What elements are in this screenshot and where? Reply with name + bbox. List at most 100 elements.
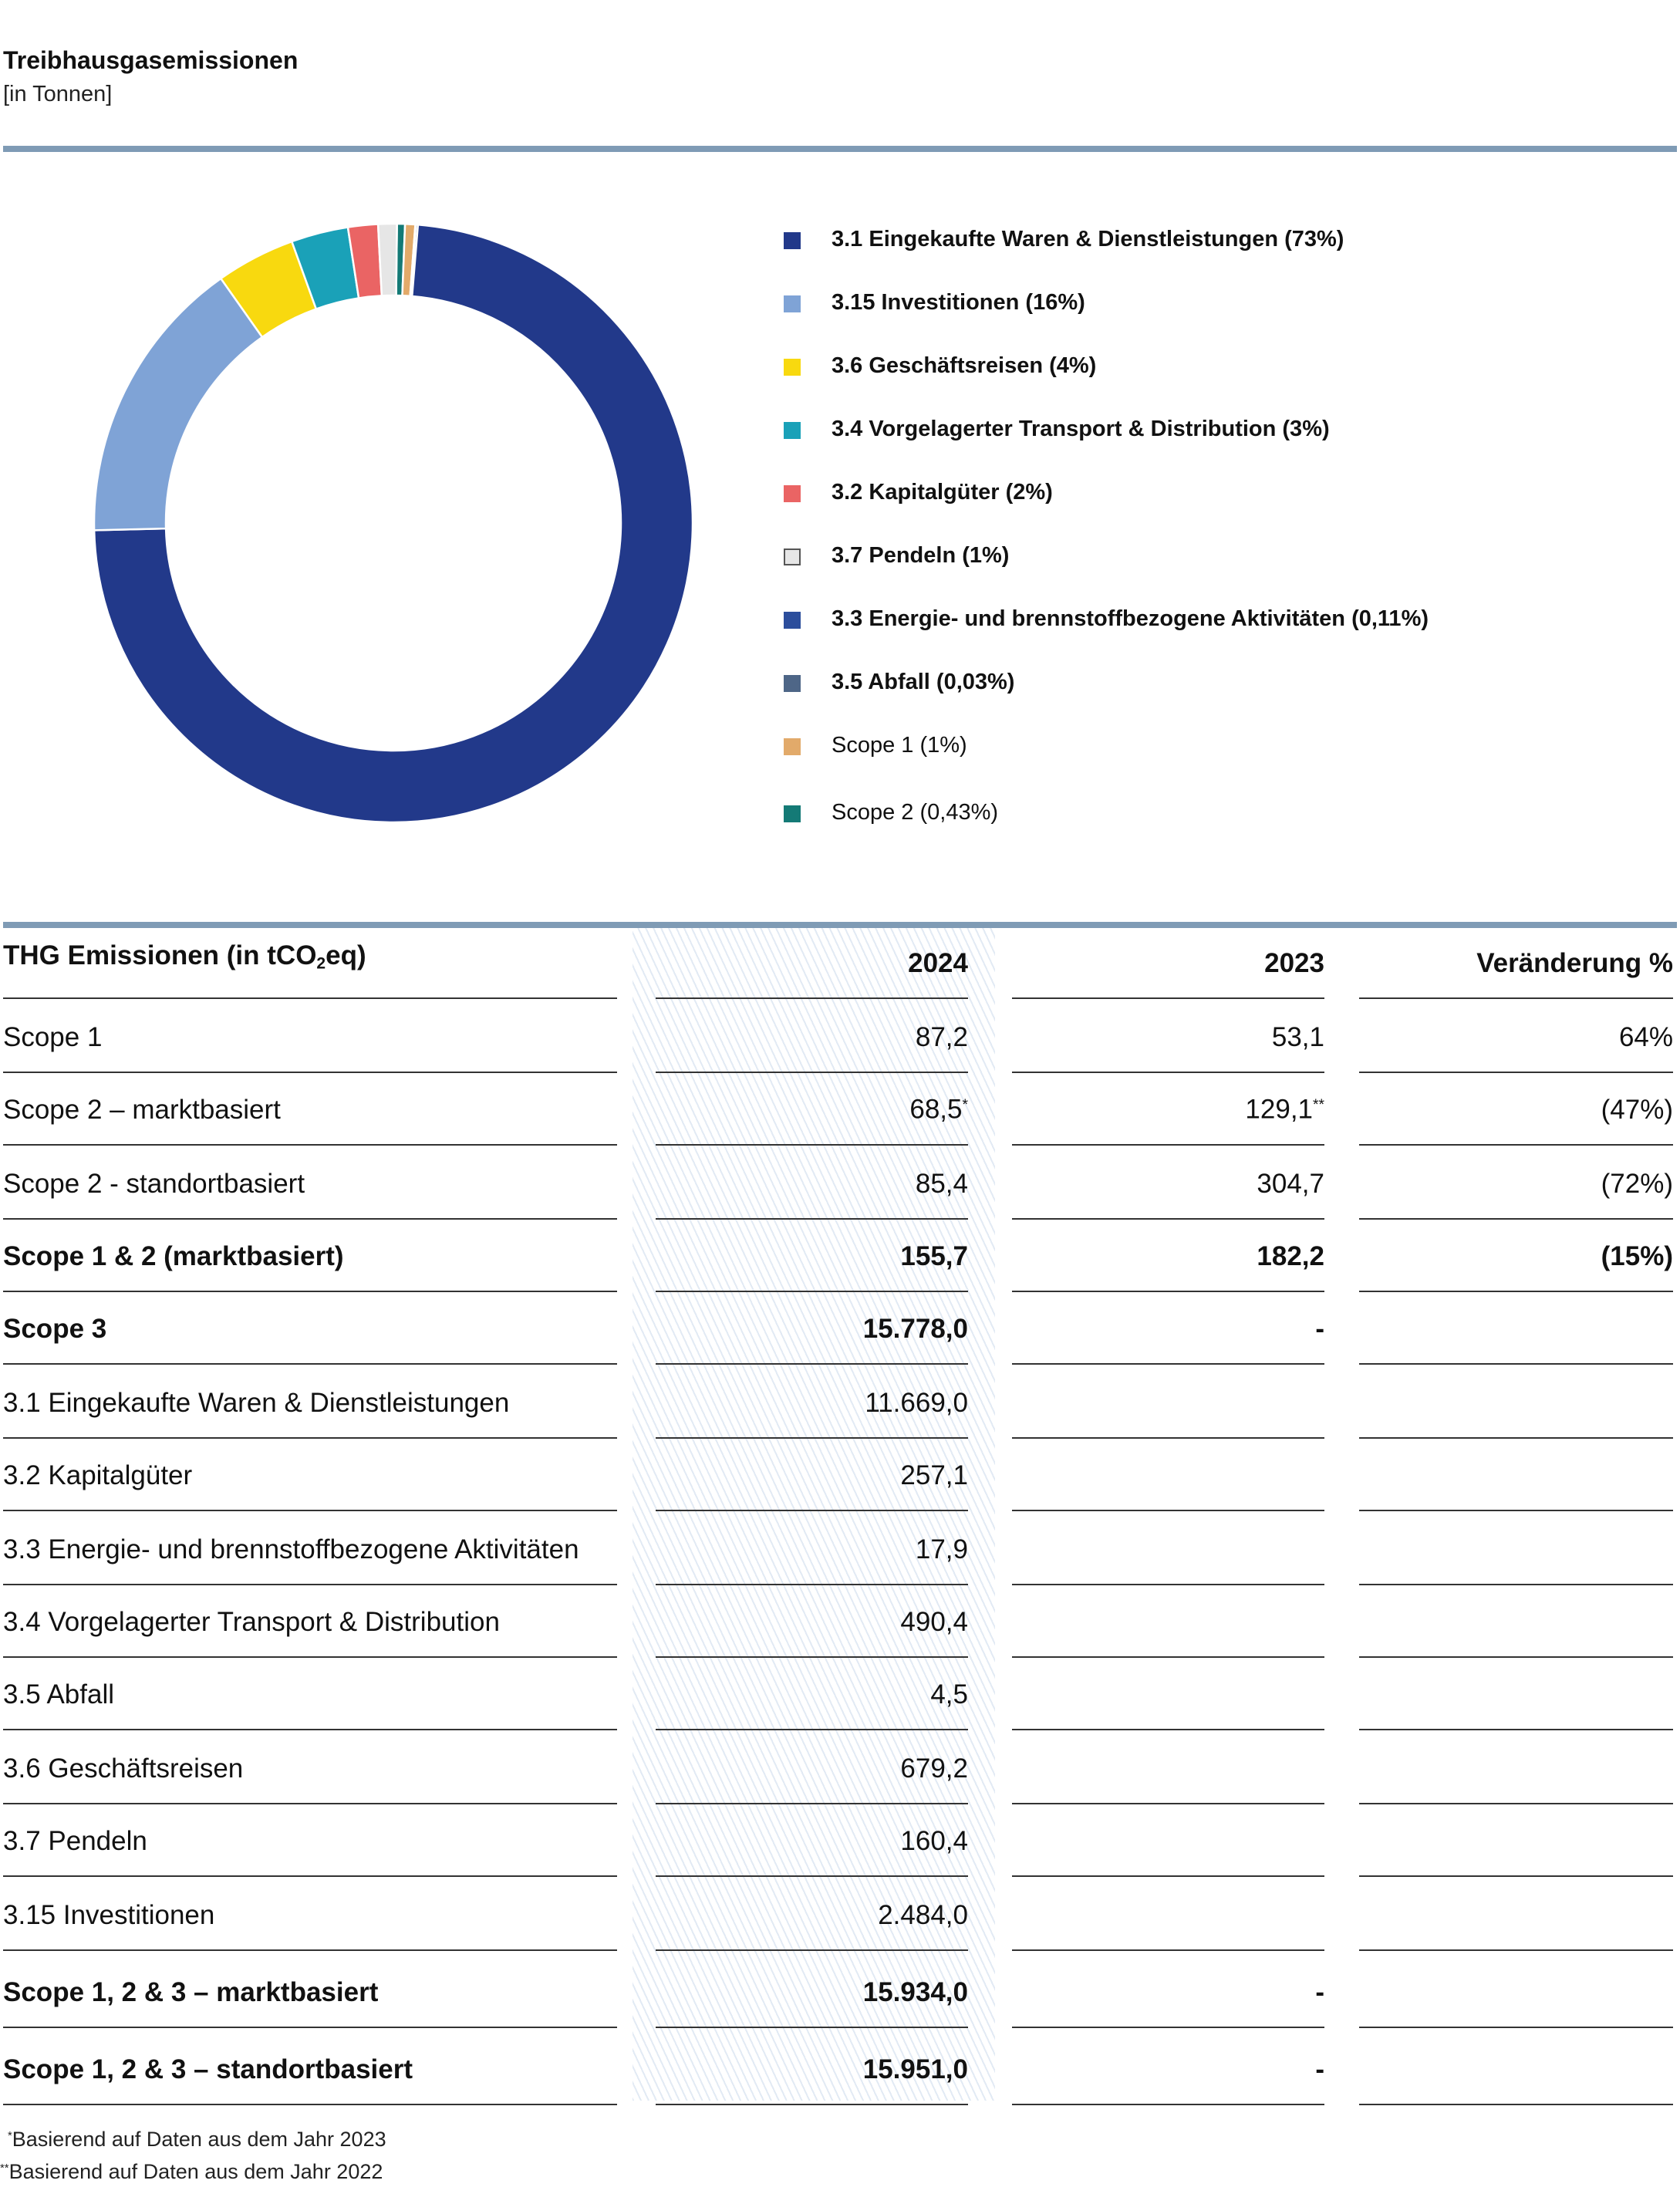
row-rule	[1012, 1437, 1324, 1439]
value-2024-text: 15.951,0	[862, 2054, 968, 2084]
value-2023-text: -	[1315, 1977, 1324, 2007]
value-2024-text: 85,4	[915, 1169, 968, 1199]
table-row: Scope 1 87,2 53,1 64%	[0, 999, 1680, 1073]
row-rule	[3, 1949, 617, 1951]
row-rule	[3, 1510, 617, 1511]
row-rule	[656, 997, 968, 999]
row-rule	[1012, 2104, 1324, 2105]
row-rule	[656, 1144, 968, 1146]
row-rule	[1012, 1803, 1324, 1804]
table-row: Scope 1 & 2 (marktbasiert) 155,7 182,2 (15%…	[0, 1220, 1680, 1292]
value-2024-text: 68,5*	[909, 1095, 968, 1125]
table-row: Scope 2 - standortbasiert 85,4 304,7 (72%)	[0, 1146, 1680, 1220]
value-2024-text: 257,1	[900, 1460, 968, 1490]
value-2023-text: 304,7	[1257, 1169, 1324, 1199]
row-label-text: Scope 3	[3, 1314, 107, 1344]
row-rule	[3, 2027, 617, 2028]
row-label-text: Scope 1	[3, 1022, 103, 1052]
legend-label: 3.3 Energie- und brennstoffbezogene Akti…	[832, 606, 1429, 631]
table-row: 3.5 Abfall 4,5	[0, 1658, 1680, 1730]
row-rule	[1359, 1729, 1673, 1730]
donut-slice-2	[93, 277, 264, 532]
row-label-text: 3.5 Abfall	[3, 1679, 114, 1710]
row-label-text: 3.7 Pendeln	[3, 1826, 147, 1856]
row-rule	[1012, 1875, 1324, 1877]
header-2024-text: 2024	[908, 948, 968, 978]
footnote-marker: **	[0, 2162, 9, 2175]
row-label-text: 3.4 Vorgelagerter Transport & Distributi…	[3, 1607, 500, 1637]
chart-title: Treibhausgasemissionen	[3, 46, 299, 74]
header-change-text: Veränderung %	[1476, 948, 1673, 978]
row-rule	[656, 1291, 968, 1292]
row-rule	[656, 1510, 968, 1511]
table-row: 3.7 Pendeln 160,4	[0, 1804, 1680, 1877]
row-rule	[656, 1949, 968, 1951]
column-2024-highlight	[633, 928, 995, 2101]
donut-slice-1	[93, 223, 694, 824]
row-rule	[1012, 1291, 1324, 1292]
value-2024-text: 160,4	[900, 1826, 968, 1856]
table-divider	[3, 922, 1677, 928]
table-row: Scope 1, 2 & 3 – standortbasiert 15.951,0…	[0, 2028, 1680, 2105]
row-rule	[656, 1803, 968, 1804]
row-label-text: 3.15 Investitionen	[3, 1900, 215, 1930]
legend-swatch	[784, 738, 801, 755]
value-2023-text: 53,1	[1271, 1022, 1324, 1052]
row-label-text: 3.3 Energie- und brennstoffbezogene Akti…	[3, 1534, 579, 1564]
row-label-text: 3.2 Kapitalgüter	[3, 1460, 193, 1490]
legend-label: Scope 2 (0,43%)	[832, 800, 999, 825]
row-label-text: 3.6 Geschäftsreisen	[3, 1753, 244, 1784]
legend-swatch	[784, 295, 801, 312]
value-2024-text: 679,2	[900, 1753, 968, 1784]
table-row: Scope 2 – marktbasiert 68,5* 129,1** (47%)	[0, 1073, 1680, 1146]
row-rule	[1359, 2104, 1673, 2105]
value-2024-text: 17,9	[915, 1534, 968, 1564]
table-row: Scope 1, 2 & 3 – marktbasiert 15.934,0 -	[0, 1951, 1680, 2028]
row-rule	[1359, 1584, 1673, 1585]
row-rule	[1359, 1510, 1673, 1511]
legend-label: 3.15 Investitionen (16%)	[832, 290, 1085, 315]
row-rule	[3, 997, 617, 999]
footnotes: *Basierend auf Daten aus dem Jahr 2023 **…	[0, 2121, 386, 2186]
legend-swatch	[784, 548, 801, 565]
row-rule	[3, 1729, 617, 1730]
row-rule	[1359, 1072, 1673, 1073]
value-2023-text: 129,1**	[1245, 1095, 1324, 1125]
table-row: 3.1 Eingekaufte Waren & Dienstleistungen…	[0, 1365, 1680, 1439]
value-change-text: (15%)	[1601, 1241, 1673, 1271]
legend-swatch	[784, 675, 801, 692]
table-row: Scope 3 15.778,0 -	[0, 1292, 1680, 1365]
row-rule	[1012, 1584, 1324, 1585]
table-row: 3.2 Kapitalgüter 257,1	[0, 1439, 1680, 1511]
legend-label: 3.4 Vorgelagerter Transport & Distributi…	[832, 417, 1330, 441]
table-row: 3.15 Investitionen 2.484,0	[0, 1877, 1680, 1951]
legend-label: 3.1 Eingekaufte Waren & Dienstleistungen…	[832, 227, 1344, 251]
row-rule	[656, 1584, 968, 1585]
row-rule	[1012, 1218, 1324, 1220]
row-rule	[656, 1656, 968, 1658]
table-row: 3.6 Geschäftsreisen 679,2	[0, 1730, 1680, 1804]
value-2023-text: -	[1315, 1314, 1324, 1344]
value-change-text: (72%)	[1601, 1169, 1673, 1199]
footnote: **Basierend auf Daten aus dem Jahr 2022	[0, 2154, 386, 2186]
value-2024-text: 11.669,0	[865, 1388, 968, 1418]
value-2024-text: 2.484,0	[878, 1900, 968, 1930]
row-rule	[3, 1072, 617, 1073]
row-rule	[1012, 1072, 1324, 1073]
value-2024-text: 490,4	[900, 1607, 968, 1637]
row-rule	[3, 1656, 617, 1658]
donut-chart	[93, 222, 694, 824]
row-rule	[1359, 997, 1673, 999]
chart-subtitle: [in Tonnen]	[3, 82, 113, 106]
legend-label: 3.5 Abfall (0,03%)	[832, 670, 1015, 694]
row-rule	[1012, 997, 1324, 999]
row-rule	[1012, 2027, 1324, 2028]
row-label-text: Scope 1 & 2 (marktbasiert)	[3, 1241, 344, 1271]
table-row: 3.3 Energie- und brennstoffbezogene Akti…	[0, 1511, 1680, 1585]
value-change-text: (47%)	[1601, 1095, 1673, 1125]
row-rule	[656, 1729, 968, 1730]
footnote-text: Basierend auf Daten aus dem Jahr 2022	[8, 2159, 383, 2183]
row-rule	[1012, 1510, 1324, 1511]
table-header-row: THG Emissionen (in tCO2eq) 2024 2023 Veränd…	[0, 928, 1680, 999]
row-rule	[1359, 1363, 1673, 1365]
